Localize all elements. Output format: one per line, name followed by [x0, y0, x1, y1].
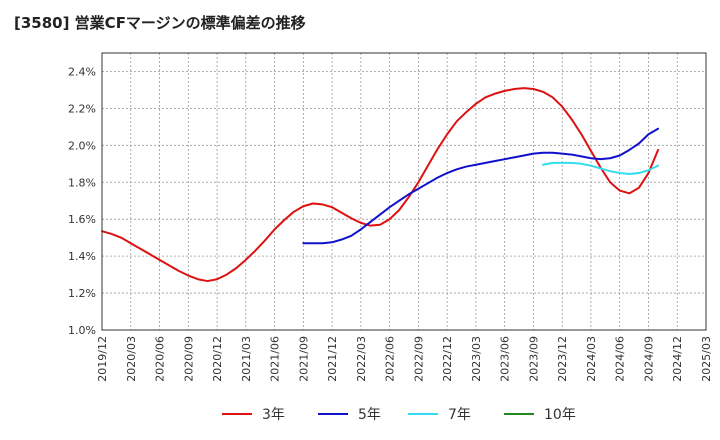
x-tick-label: 2025/03	[700, 336, 713, 382]
y-tick-label: 1.4%	[68, 250, 96, 263]
x-tick-label: 2024/12	[671, 336, 684, 382]
x-tick-label: 2020/03	[125, 336, 138, 382]
x-tick-label: 2021/06	[269, 336, 282, 382]
legend-label-3年: 3年	[262, 407, 285, 423]
y-tick-label: 2.4%	[68, 65, 96, 78]
x-tick-label: 2022/09	[412, 336, 425, 382]
x-tick-label: 2021/03	[240, 336, 253, 382]
x-tick-label: 2022/06	[384, 336, 397, 382]
legend-label-5年: 5年	[358, 407, 381, 423]
x-tick-label: 2023/09	[527, 336, 540, 382]
x-tick-label: 2021/09	[297, 336, 310, 382]
chart-title: [3580] 営業CFマージンの標準偏差の推移	[14, 14, 306, 32]
x-tick-label: 2020/09	[182, 336, 195, 382]
series-lines	[101, 87, 660, 283]
legend: 3年 5年 7年 10年	[222, 407, 576, 423]
x-tick-label: 2020/12	[211, 336, 224, 382]
x-tick-label: 2023/03	[470, 336, 483, 382]
legend-label-10年: 10年	[544, 407, 576, 423]
x-tick-label: 2019/12	[96, 336, 109, 382]
grid	[101, 53, 707, 331]
x-tick-label: 2022/12	[441, 336, 454, 382]
x-tick-label: 2023/06	[499, 336, 512, 382]
y-tick-label: 1.2%	[68, 287, 96, 300]
y-tick-label: 2.2%	[68, 102, 96, 115]
x-tick-label: 2023/12	[556, 336, 569, 382]
x-axis-ticks: 2019/12 2020/03 2020/06 2020/09 2020/12 2021/…	[96, 336, 713, 382]
plot-frame	[101, 52, 707, 331]
y-tick-label: 1.0%	[68, 324, 96, 337]
x-tick-label: 2024/03	[585, 336, 598, 382]
x-tick-label: 2020/06	[154, 336, 167, 382]
y-tick-label: 2.0%	[68, 139, 96, 152]
legend-label-7年: 7年	[448, 407, 471, 423]
series-line-7年	[542, 161, 660, 175]
x-tick-label: 2022/03	[355, 336, 368, 382]
series-line-3年	[101, 87, 660, 283]
y-axis-ticks: 1.0% 1.2% 1.4% 1.6% 1.8% 2.0% 2.2% 2.4%	[68, 65, 96, 337]
series-line-5年	[302, 127, 660, 245]
x-tick-label: 2024/09	[642, 336, 655, 382]
y-tick-label: 1.6%	[68, 213, 96, 226]
x-tick-label: 2024/06	[614, 336, 627, 382]
x-tick-label: 2021/12	[326, 336, 339, 382]
y-tick-label: 1.8%	[68, 176, 96, 189]
